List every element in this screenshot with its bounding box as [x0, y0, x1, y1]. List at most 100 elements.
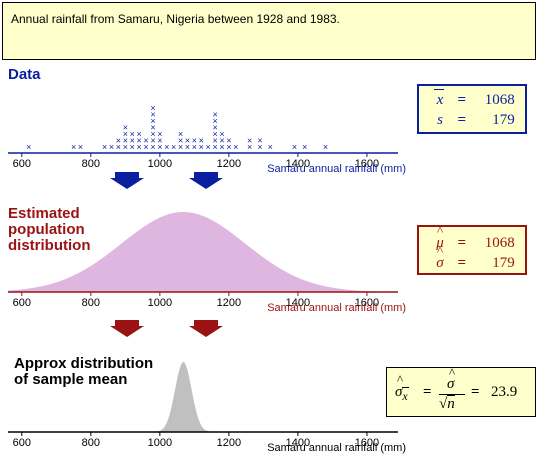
sample-mean-section-label: Approx distribution of sample mean [14, 356, 153, 388]
data-section-label: Data [8, 66, 41, 83]
dot-plot-mark: × [219, 136, 224, 146]
sample-tick-label-1600: 1600 [355, 437, 379, 449]
sigma-hat-symbol: ^ σ [436, 243, 444, 271]
dot-plot-mark: × [212, 136, 217, 146]
down-arrow-blue-right [189, 172, 223, 189]
dot-plot-mark: × [26, 142, 31, 152]
dot-plot-mark: × [143, 136, 148, 146]
dot-plot-mark: × [192, 136, 197, 146]
dot-plot-mark: × [123, 129, 128, 139]
dot-plot-mark: × [123, 142, 128, 152]
dot-plot-mark: × [199, 142, 204, 152]
dot-plot-mark: × [219, 142, 224, 152]
dot-plot-mark: × [268, 142, 273, 152]
down-arrow-red-left [110, 320, 144, 337]
dot-plot-mark: × [178, 129, 183, 139]
mu-row: ^ μ = 1068 [433, 223, 515, 252]
sample-mean-density-curve [8, 362, 398, 432]
dot-plot-mark: × [171, 142, 176, 152]
dot-plot-mark: × [257, 136, 262, 146]
dot-plot-mark: × [219, 129, 224, 139]
dot-plot-mark: × [116, 142, 121, 152]
population-label-line-2: population [8, 221, 85, 238]
dot-plot-mark: × [212, 110, 217, 120]
data-axis-label: Samaru annual rainfall (mm) [267, 163, 406, 175]
dot-plot-mark: × [292, 142, 297, 152]
standard-error-value: 23.9 [491, 384, 518, 400]
dot-plot-mark: × [212, 129, 217, 139]
dot-plot-mark: × [150, 129, 155, 139]
dot-plot-mark: × [233, 142, 238, 152]
population-label-line-3: distribution [8, 237, 91, 254]
dot-plot-mark: × [123, 123, 128, 133]
population-axis-label: Samaru annual rainfall (mm) [267, 302, 406, 314]
page-title: Annual rainfall from Samaru, Nigeria bet… [11, 12, 340, 26]
sample-tick-label-1400: 1400 [286, 437, 310, 449]
sigma-hat-numerator: ^ σ [447, 365, 456, 392]
dot-plot-mark: × [143, 142, 148, 152]
dot-plot-mark: × [212, 123, 217, 133]
dot-plot-mark: × [130, 136, 135, 146]
dot-plot-mark: × [102, 142, 107, 152]
mu-value: 1068 [484, 235, 515, 251]
dot-plot-mark: × [150, 136, 155, 146]
dot-plot-mark: × [192, 142, 197, 152]
dot-plot-mark: × [130, 142, 135, 152]
mean-row: x = 1068 [433, 89, 515, 109]
dot-plot-mark: × [109, 142, 114, 152]
dot-plot-mark: × [185, 136, 190, 146]
dot-plot-mark: × [226, 136, 231, 146]
data-tick-label-1400: 1400 [286, 158, 310, 170]
dot-plot-mark: × [150, 103, 155, 113]
population-label-line-1: Estimated [8, 205, 80, 222]
dot-plot-mark: × [178, 142, 183, 152]
dot-plot-mark: × [116, 136, 121, 146]
sigma-row: ^ σ = 179 [433, 243, 515, 272]
population-tick-label-1600: 1600 [355, 297, 379, 309]
dot-plot-mark: × [212, 116, 217, 126]
title-box: Annual rainfall from Samaru, Nigeria bet… [2, 2, 536, 60]
population-tick-label-1400: 1400 [286, 297, 310, 309]
dot-plot-mark: × [226, 142, 231, 152]
sigma-xbar-hat-symbol: ^ σ x [395, 372, 410, 403]
sigma-value: 179 [492, 255, 515, 271]
data-tick-label-800: 800 [82, 158, 100, 170]
sample-label-line-1: Approx distribution [14, 355, 154, 372]
dot-plot-mark: × [247, 136, 252, 146]
dot-plot-mark: × [150, 142, 155, 152]
population-stats-box: ^ μ = 1068 ^ σ = 179 [417, 223, 527, 275]
sample-axis-label: Samaru annual rainfall (mm) [267, 442, 406, 454]
sd-value: 179 [492, 112, 515, 128]
mu-hat-symbol: ^ μ [436, 223, 444, 251]
dot-plot-mark: × [137, 142, 142, 152]
data-tick-label-1200: 1200 [217, 158, 241, 170]
down-arrow-red-right [189, 320, 223, 337]
dot-plot-mark: × [71, 142, 76, 152]
s-symbol: s [437, 112, 443, 128]
sample-tick-label-800: 800 [82, 437, 100, 449]
population-section-label: Estimated population distribution [8, 206, 91, 254]
dot-plot-mark: × [137, 129, 142, 139]
population-tick-label-800: 800 [82, 297, 100, 309]
data-tick-label-1600: 1600 [355, 158, 379, 170]
data-stats-box: x = 1068 s = 179 [417, 84, 527, 134]
dot-plot-mark: × [247, 142, 252, 152]
population-tick-label-600: 600 [13, 297, 31, 309]
dot-plot-mark: × [157, 136, 162, 146]
data-tick-label-600: 600 [13, 158, 31, 170]
dot-plot-mark: × [157, 142, 162, 152]
dot-plot-mark: × [164, 142, 169, 152]
population-tick-label-1000: 1000 [148, 297, 172, 309]
dot-plot-mark: × [185, 142, 190, 152]
dot-plot-mark: × [178, 136, 183, 146]
dot-plot-mark: × [212, 142, 217, 152]
dot-plot-mark: × [123, 136, 128, 146]
dot-plot-mark: × [206, 142, 211, 152]
sample-label-line-2: of sample mean [14, 371, 128, 388]
sample-tick-label-1200: 1200 [217, 437, 241, 449]
sample-mean-stats-box: ^ σ x = ^ σ √n = 23.9 [386, 365, 536, 417]
xbar-symbol: x [433, 89, 447, 109]
down-arrow-blue-left [110, 172, 144, 189]
dot-plot-mark: × [150, 110, 155, 120]
